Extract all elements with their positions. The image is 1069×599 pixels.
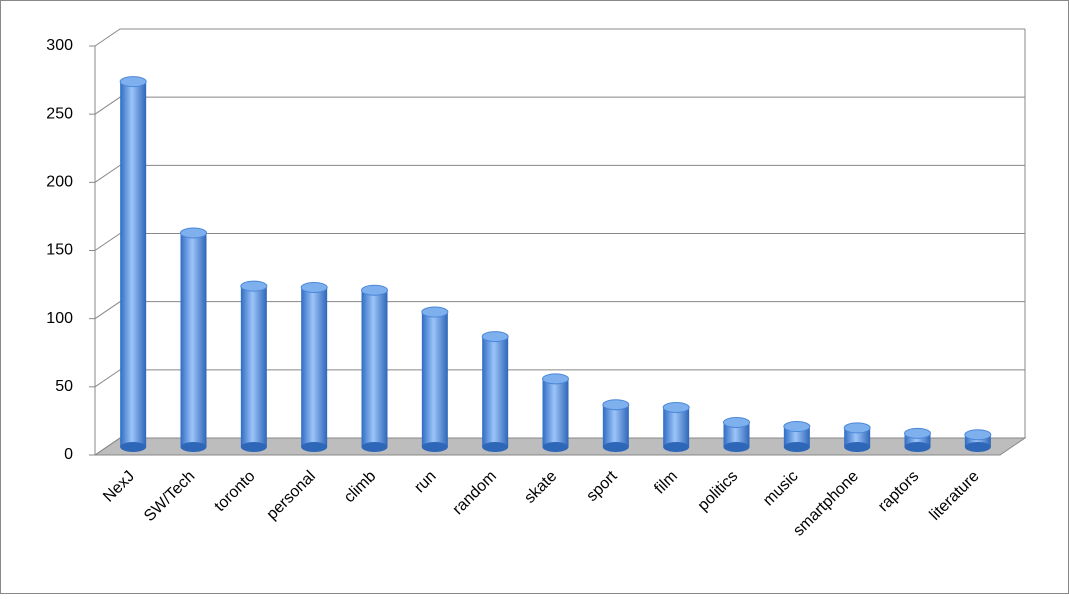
y-tick-label: 100 bbox=[46, 310, 73, 327]
bar-base bbox=[180, 442, 207, 452]
bar-top bbox=[904, 427, 931, 439]
bar-base bbox=[361, 442, 388, 452]
bar-top bbox=[843, 422, 871, 434]
bar-base bbox=[783, 442, 810, 452]
bar bbox=[180, 232, 207, 447]
bar bbox=[301, 287, 328, 447]
bar-top bbox=[300, 281, 328, 293]
y-tick-label: 150 bbox=[46, 242, 73, 259]
bar-base bbox=[723, 442, 750, 452]
bar-top bbox=[783, 421, 811, 433]
bar-top bbox=[361, 284, 388, 296]
bar-top bbox=[240, 280, 268, 292]
bar-top bbox=[481, 331, 509, 343]
grid-line bbox=[94, 28, 1025, 47]
grid-line bbox=[94, 437, 1025, 456]
grid-line bbox=[94, 96, 1025, 115]
bar-base bbox=[844, 442, 871, 452]
bar-base bbox=[663, 442, 690, 452]
bar-base bbox=[542, 442, 569, 452]
bar bbox=[602, 404, 629, 447]
bar-base bbox=[301, 442, 328, 452]
bar bbox=[542, 378, 569, 447]
y-tick-label: 50 bbox=[55, 378, 73, 395]
bar-top bbox=[119, 76, 147, 88]
bar-base bbox=[120, 442, 147, 452]
bar-top bbox=[662, 401, 690, 413]
grid-line bbox=[94, 233, 1025, 251]
bar-top bbox=[964, 429, 992, 441]
grid-line bbox=[94, 301, 1025, 320]
bar bbox=[421, 312, 448, 447]
bar bbox=[240, 286, 267, 447]
bar-top bbox=[723, 416, 750, 428]
grid-line bbox=[94, 369, 1025, 388]
bar-top bbox=[542, 373, 569, 385]
bar bbox=[482, 336, 509, 447]
bar-base bbox=[602, 442, 629, 452]
y-tick-label: 300 bbox=[46, 37, 73, 54]
y-tick-label: 250 bbox=[46, 105, 73, 122]
bar-base bbox=[964, 442, 991, 452]
bar-base bbox=[421, 442, 448, 452]
bar bbox=[120, 81, 147, 448]
bar-top bbox=[180, 227, 207, 239]
bar-base bbox=[904, 442, 931, 452]
y-tick-label: 200 bbox=[46, 174, 73, 191]
bar-top bbox=[602, 399, 630, 411]
y-tick-label: 0 bbox=[64, 446, 73, 463]
bar-top bbox=[421, 306, 449, 318]
bar bbox=[361, 290, 388, 447]
bar-base bbox=[482, 442, 509, 452]
grid-line bbox=[94, 164, 1025, 183]
bar-base bbox=[240, 442, 267, 452]
bar bbox=[663, 407, 690, 447]
bar bbox=[783, 426, 810, 447]
